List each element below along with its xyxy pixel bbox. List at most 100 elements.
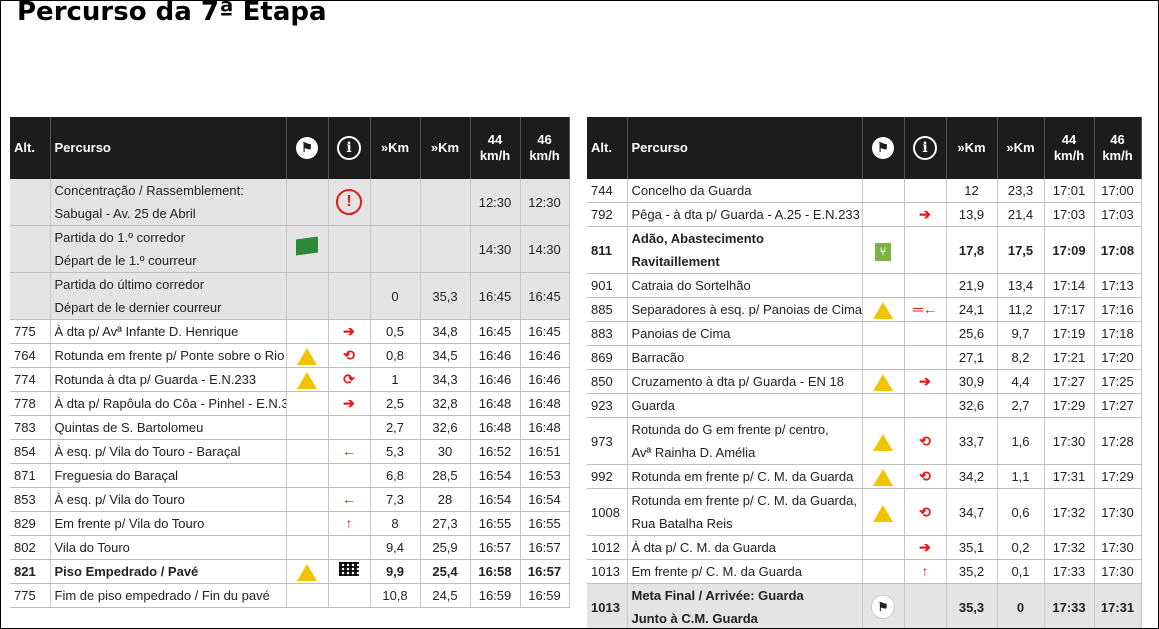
cell-icon [286, 319, 329, 344]
cell-time-44: 17:30 [1044, 417, 1095, 465]
exclamation-circle-icon: ! [336, 189, 362, 215]
cell-time-44: 17:29 [1044, 393, 1095, 418]
cell-icon [862, 417, 905, 465]
cell-time-46: 17:18 [1094, 321, 1142, 346]
cell-time-44: 16:46 [470, 343, 521, 368]
cell-time-44: 17:33 [1044, 583, 1095, 628]
col-flag: ⚑ [862, 117, 905, 179]
cell-km-done: 9,4 [370, 535, 421, 560]
cell-icon [286, 272, 329, 320]
cell-km-left: 35,3 [420, 272, 471, 320]
cell-km-left: 1,1 [997, 464, 1045, 489]
cell-time-44: 17:27 [1044, 369, 1095, 394]
cell-icon: ⚑ [862, 583, 905, 628]
cell-info [328, 559, 371, 584]
cell-time-46: 17:16 [1094, 297, 1142, 322]
cell-km-left: 21,4 [997, 202, 1045, 227]
cell-km-left: 23,3 [997, 179, 1045, 203]
cell-info: ➔ [904, 202, 947, 227]
roundabout-straight-icon: ⟲ [919, 468, 931, 484]
cell-icon [862, 488, 905, 536]
cell-km-left: 11,2 [997, 297, 1045, 322]
cell-percurso: Adão, Abastecimento Ravitaillement [627, 226, 863, 274]
cell-alt: 778 [10, 391, 51, 416]
cell-info [904, 583, 947, 628]
finish-flag-icon: ⚑ [871, 595, 895, 619]
cell-time-44: 17:17 [1044, 297, 1095, 322]
table-row: 1013 Meta Final / Arrivée: Guarda Junto à … [587, 583, 1142, 628]
speed-44-unit: km/h [1053, 148, 1085, 163]
cell-icon [286, 415, 329, 440]
cell-km-left [420, 225, 471, 273]
cell-time-46: 16:57 [520, 559, 570, 584]
cell-km-left: 9,7 [997, 321, 1045, 346]
cell-percurso: Rotunda em frente p/ C. M. da Guarda, Rua… [627, 488, 863, 536]
table-row: 923 Guarda 32,6 2,7 17:29 17:27 [587, 393, 1142, 418]
page-title: Percurso da 7ª Etapa [17, 0, 327, 27]
cell-icon [862, 369, 905, 394]
cell-km-done: 0,5 [370, 319, 421, 344]
col-speed-44: 44 km/h [470, 117, 521, 179]
cell-icon [286, 463, 329, 488]
cell-time-46: 14:30 [520, 225, 570, 273]
table-row: 850 Cruzamento à dta p/ Guarda - EN 18 ➔ 30… [587, 369, 1142, 394]
cell-alt: 1013 [587, 559, 628, 584]
cell-icon [286, 179, 329, 226]
cell-km-done: 34,2 [946, 464, 998, 489]
cell-km-left: 4,4 [997, 369, 1045, 394]
cell-km-done: 32,6 [946, 393, 998, 418]
cell-percurso: Quintas de S. Bartolomeu [50, 415, 287, 440]
cell-time-46: 16:45 [520, 272, 570, 320]
cell-percurso: Partida do último corredor Départ de le d… [50, 272, 287, 320]
cell-time-46: 16:45 [520, 319, 570, 344]
cell-info: ← [328, 439, 371, 464]
cell-icon [286, 439, 329, 464]
roundabout-right-icon: ⟳ [343, 371, 355, 387]
cell-km-left: 8,2 [997, 345, 1045, 370]
cell-info [904, 345, 947, 370]
cell-time-46: 17:30 [1094, 488, 1142, 536]
percurso-line-1: Partida do último corredor [54, 277, 205, 292]
cell-info [904, 179, 947, 203]
cell-info [328, 225, 371, 273]
cell-info [904, 273, 947, 298]
cell-percurso: Fim de piso empedrado / Fin du pavé [50, 583, 287, 608]
cell-time-44: 17:21 [1044, 345, 1095, 370]
cell-alt: 1013 [587, 583, 628, 628]
speed-46-unit: km/h [1102, 148, 1133, 163]
cell-time-46: 16:55 [520, 511, 570, 536]
table-row: 802 Vila do Touro 9,4 25,9 16:57 16:57 [10, 535, 570, 560]
cell-alt: 1012 [587, 535, 628, 560]
arrow-right-icon: ➔ [919, 373, 931, 389]
col-percurso: Percurso [50, 117, 287, 179]
cell-alt: 850 [587, 369, 628, 394]
cell-time-44: 16:48 [470, 391, 521, 416]
table-row: 869 Barracão 27,1 8,2 17:21 17:20 [587, 345, 1142, 370]
percurso-line-1: Rotunda do G em frente p/ centro, [631, 422, 829, 437]
speed-46-value: 46 [537, 132, 552, 147]
cell-km-left: 17,5 [997, 226, 1045, 274]
percurso-line-1: Adão, Abastecimento [631, 231, 764, 246]
cell-icon [286, 391, 329, 416]
cell-time-46: 17:27 [1094, 393, 1142, 418]
cell-km-left: 24,5 [420, 583, 471, 608]
flag-circle-icon: ⚑ [296, 137, 318, 159]
table-row: 1012 À dta p/ C. M. da Guarda ➔ 35,1 0,2 17:3… [587, 535, 1142, 560]
cell-km-left [420, 179, 471, 226]
cell-icon [286, 225, 329, 273]
roundabout-straight-icon: ⟲ [919, 432, 931, 449]
cell-time-44: 17:09 [1044, 226, 1095, 274]
cell-km-done: 35,1 [946, 535, 998, 560]
cell-alt: 783 [10, 415, 51, 440]
cell-km-done: 7,3 [370, 487, 421, 512]
cell-km-left: 25,4 [420, 559, 471, 584]
roundabout-straight-icon: ⟲ [919, 503, 931, 520]
percurso-line-1: Rotunda em frente p/ C. M. da Guarda, [631, 493, 857, 508]
percurso-line-2: Sabugal - Av. 25 de Abril [54, 206, 196, 221]
col-flag: ⚑ [286, 117, 329, 179]
cell-percurso: Rotunda à dta p/ Guarda - E.N.233 [50, 367, 287, 392]
cell-time-46: 17:29 [1094, 464, 1142, 489]
cell-alt: 792 [587, 202, 628, 227]
cell-percurso: Concentração / Rassemblement: Sabugal - A… [50, 179, 287, 226]
